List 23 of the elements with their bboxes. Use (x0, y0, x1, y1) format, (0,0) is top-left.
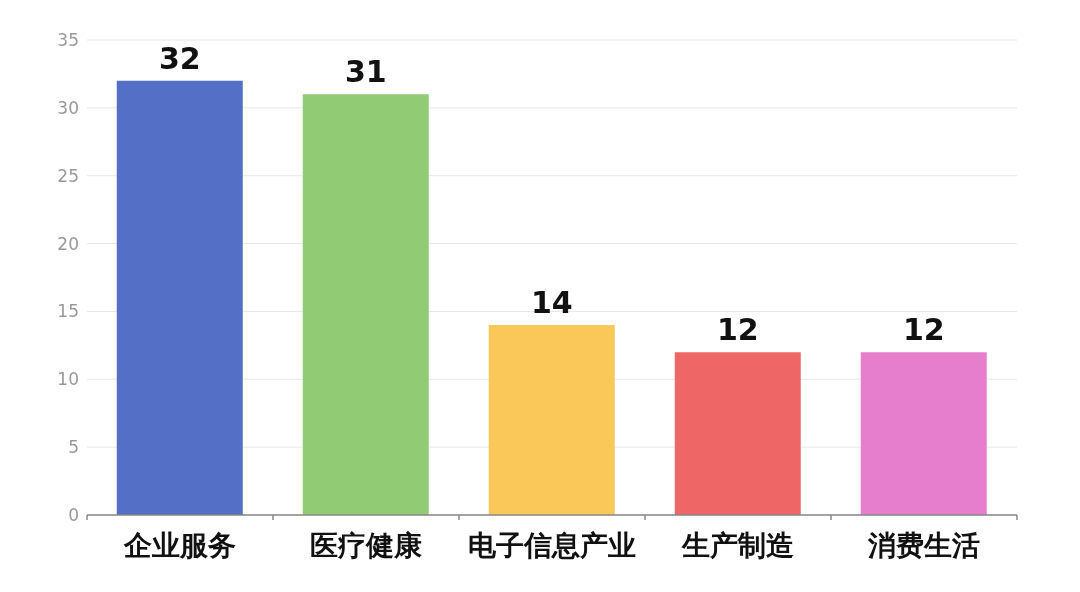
y-tick-label: 15 (57, 301, 79, 322)
y-tick-label: 20 (57, 233, 79, 254)
bar (674, 352, 801, 515)
x-tick-label: 电子信息产业 (468, 529, 636, 562)
y-tick-label: 35 (57, 30, 79, 51)
y-tick-label: 5 (68, 437, 79, 458)
y-tick-label: 30 (57, 97, 79, 118)
data-label: 12 (716, 312, 759, 348)
data-label: 32 (158, 40, 201, 76)
bar (302, 94, 429, 515)
x-tick-label: 医疗健康 (310, 529, 422, 562)
data-label: 14 (530, 285, 573, 320)
y-tick-label: 10 (57, 369, 79, 390)
data-label: 12 (902, 312, 945, 348)
bar (116, 80, 243, 515)
bar (488, 325, 615, 515)
y-tick-label: 0 (68, 505, 79, 526)
data-label: 31 (344, 54, 387, 90)
y-tick-label: 25 (57, 165, 79, 186)
x-tick-label: 企业服务 (123, 529, 236, 562)
x-tick-label: 生产制造 (681, 529, 794, 562)
bar (860, 352, 987, 515)
x-tick-label: 消费生活 (867, 529, 980, 562)
